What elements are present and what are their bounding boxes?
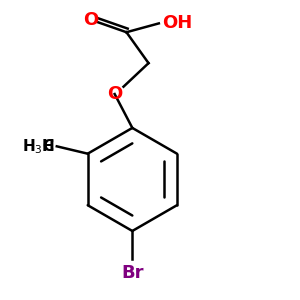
Text: Br: Br (121, 264, 144, 282)
Text: O: O (83, 11, 98, 28)
Text: O: O (107, 85, 122, 103)
Text: OH: OH (162, 14, 192, 32)
Text: H$_3$C: H$_3$C (22, 137, 54, 156)
Text: H: H (42, 139, 54, 154)
